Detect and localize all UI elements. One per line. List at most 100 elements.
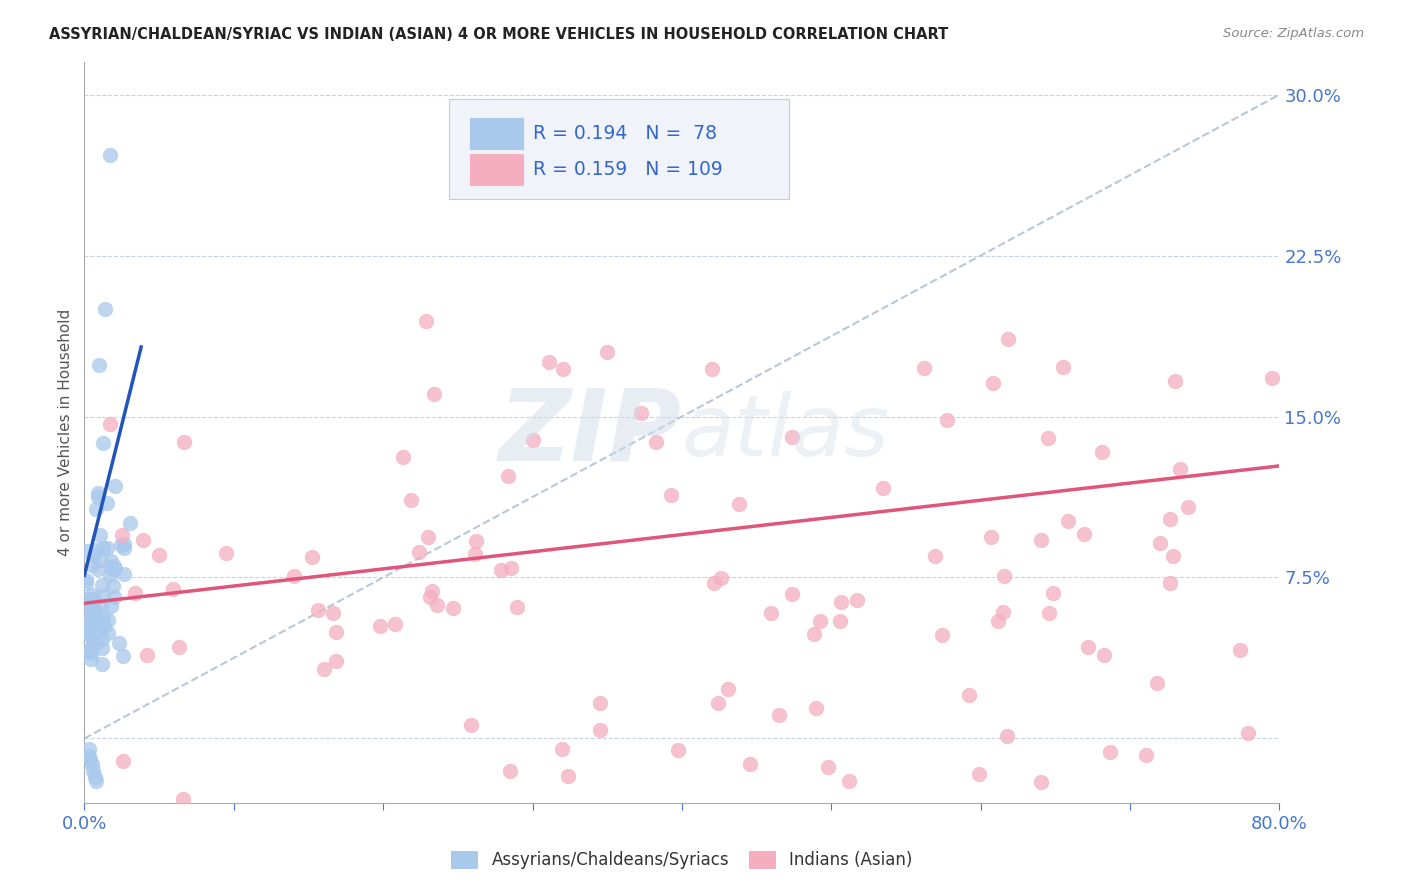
Point <box>91 632 114 647</box>
Text: ASSYRIAN/CHALDEAN/SYRIAC VS INDIAN (ASIAN) 4 OR MORE VEHICLES IN HOUSEHOLD CORRE: ASSYRIAN/CHALDEAN/SYRIAC VS INDIAN (ASIA… <box>49 27 949 42</box>
FancyBboxPatch shape <box>449 99 790 200</box>
Point <box>980 530 1002 544</box>
Point <box>419 590 441 604</box>
Text: atlas: atlas <box>682 391 890 475</box>
Point <box>416 530 439 544</box>
Point <box>82 558 104 572</box>
Point <box>91 657 114 671</box>
Point <box>98 147 121 161</box>
Point <box>98 568 121 582</box>
Point <box>76 644 98 658</box>
Point <box>118 516 141 530</box>
Point <box>666 742 689 756</box>
Point <box>97 613 120 627</box>
Point <box>422 386 444 401</box>
Point <box>96 626 118 640</box>
Point <box>496 469 519 483</box>
Point <box>112 754 135 768</box>
Point <box>75 624 97 638</box>
Point <box>501 560 523 574</box>
Point <box>997 332 1019 346</box>
Point <box>1036 431 1059 445</box>
Point <box>93 618 115 632</box>
Point <box>86 562 108 576</box>
Point <box>96 496 118 510</box>
Point <box>782 587 804 601</box>
Point <box>84 543 107 558</box>
Point <box>1146 675 1168 690</box>
Point <box>391 450 413 465</box>
Point <box>314 662 336 676</box>
Point <box>499 764 522 778</box>
Point <box>77 742 100 756</box>
Point <box>645 434 668 449</box>
Point <box>399 493 422 508</box>
Point <box>993 569 1015 583</box>
Point <box>307 603 329 617</box>
Point <box>1177 500 1199 515</box>
FancyBboxPatch shape <box>471 118 523 149</box>
Point <box>87 358 110 372</box>
Point <box>1164 375 1187 389</box>
Point <box>76 626 98 640</box>
Point <box>1042 586 1064 600</box>
Point <box>872 481 894 495</box>
Point <box>75 573 97 587</box>
Point <box>77 627 100 641</box>
Point <box>1029 775 1052 789</box>
Point <box>110 538 132 552</box>
Point <box>91 541 114 555</box>
Point <box>987 614 1010 628</box>
Point <box>817 760 839 774</box>
Point <box>80 757 103 772</box>
Point <box>1236 726 1258 740</box>
Point <box>112 536 135 550</box>
Point <box>1149 536 1171 550</box>
Point <box>707 696 730 710</box>
Point <box>1098 745 1121 759</box>
Point <box>1052 359 1074 374</box>
Point <box>84 502 107 516</box>
Point <box>803 627 825 641</box>
Point <box>384 616 406 631</box>
Point <box>173 434 195 449</box>
Point <box>537 355 560 369</box>
Point <box>162 582 184 596</box>
Point <box>957 688 980 702</box>
Point <box>83 770 105 784</box>
Point <box>84 636 107 650</box>
Point <box>993 605 1015 619</box>
Text: ZIP: ZIP <box>499 384 682 481</box>
Point <box>167 640 190 654</box>
Point <box>780 430 803 444</box>
Point <box>1073 527 1095 541</box>
Point <box>1091 445 1114 459</box>
Point <box>1038 606 1060 620</box>
Point <box>83 602 105 616</box>
Point <box>82 636 104 650</box>
Point <box>132 533 155 548</box>
Point <box>80 608 103 623</box>
Point <box>768 708 790 723</box>
Point <box>87 485 110 500</box>
Point <box>104 561 127 575</box>
Point <box>80 651 103 665</box>
Point <box>1031 533 1053 547</box>
Point <box>148 548 170 562</box>
Point <box>931 628 953 642</box>
Point <box>806 701 828 715</box>
Point <box>426 598 449 612</box>
Point <box>700 362 723 376</box>
Point <box>912 361 935 376</box>
Point <box>111 648 134 663</box>
Point <box>80 615 103 630</box>
Point <box>924 549 946 564</box>
Point <box>464 548 486 562</box>
Point <box>415 314 437 328</box>
Point <box>124 586 146 600</box>
Legend: Assyrians/Chaldeans/Syriacs, Indians (Asian): Assyrians/Chaldeans/Syriacs, Indians (As… <box>444 844 920 876</box>
Point <box>89 553 111 567</box>
Point <box>75 611 97 625</box>
Point <box>103 590 125 604</box>
Point <box>491 563 513 577</box>
